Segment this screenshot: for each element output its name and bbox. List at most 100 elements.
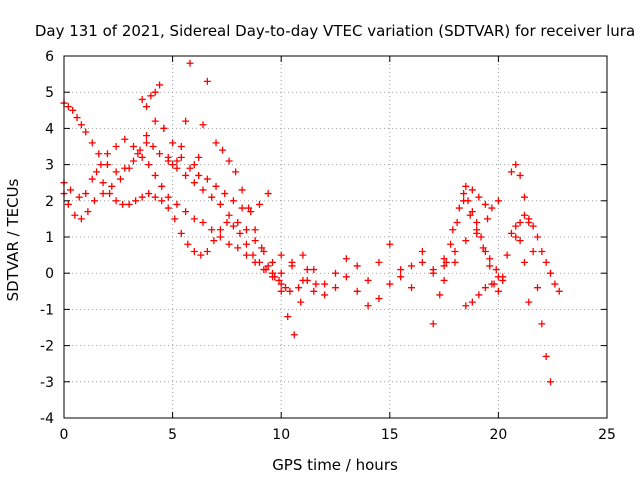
data-point bbox=[284, 313, 292, 321]
data-point bbox=[297, 298, 305, 306]
data-point bbox=[238, 186, 246, 194]
data-point bbox=[190, 215, 198, 223]
y-tick-label: 4 bbox=[45, 121, 54, 137]
data-point bbox=[516, 171, 524, 179]
data-point bbox=[473, 229, 481, 237]
data-point bbox=[479, 244, 487, 252]
data-point bbox=[436, 291, 444, 299]
data-point bbox=[99, 190, 107, 198]
data-point bbox=[88, 139, 96, 147]
data-point bbox=[164, 193, 172, 201]
data-point bbox=[69, 106, 77, 114]
series-1 bbox=[60, 135, 320, 295]
data-point bbox=[190, 161, 198, 169]
data-point bbox=[130, 157, 138, 165]
data-point bbox=[529, 222, 537, 230]
data-point bbox=[538, 320, 546, 328]
data-point bbox=[186, 59, 194, 67]
data-point bbox=[242, 240, 250, 248]
data-point bbox=[232, 168, 240, 176]
data-point bbox=[95, 150, 103, 158]
data-point bbox=[353, 262, 361, 270]
data-point bbox=[93, 168, 101, 176]
data-point bbox=[71, 211, 79, 219]
data-point bbox=[486, 262, 494, 270]
data-point bbox=[177, 143, 185, 150]
data-point bbox=[271, 273, 279, 281]
data-point bbox=[88, 175, 96, 183]
data-point bbox=[64, 103, 72, 111]
data-point bbox=[247, 208, 255, 216]
data-point bbox=[229, 222, 237, 230]
data-point bbox=[103, 150, 111, 158]
data-point bbox=[138, 193, 146, 201]
data-point bbox=[310, 266, 318, 274]
x-tick-label: 25 bbox=[598, 427, 616, 443]
data-point bbox=[149, 143, 157, 150]
y-tick-label: -1 bbox=[40, 302, 54, 318]
data-point bbox=[475, 193, 483, 201]
data-point bbox=[551, 280, 559, 288]
x-tick-label: 15 bbox=[381, 427, 399, 443]
data-point bbox=[547, 269, 555, 277]
series-4 bbox=[93, 168, 290, 292]
data-point bbox=[312, 280, 320, 288]
data-point bbox=[251, 226, 259, 234]
data-point bbox=[440, 255, 448, 263]
data-point bbox=[455, 204, 463, 212]
series-9 bbox=[429, 182, 502, 328]
data-point bbox=[90, 197, 98, 205]
x-tick-label: 5 bbox=[168, 427, 177, 443]
data-point bbox=[386, 280, 394, 288]
data-point bbox=[158, 182, 166, 190]
data-point bbox=[290, 331, 298, 339]
data-point bbox=[164, 204, 172, 212]
data-point bbox=[466, 211, 474, 219]
data-point bbox=[184, 240, 192, 248]
data-point bbox=[460, 190, 468, 198]
data-point bbox=[547, 378, 555, 386]
data-point bbox=[449, 226, 457, 234]
data-point bbox=[277, 280, 285, 288]
data-point bbox=[234, 219, 242, 227]
data-point bbox=[103, 161, 111, 169]
data-point bbox=[353, 287, 361, 295]
data-point bbox=[82, 128, 90, 136]
data-point bbox=[216, 200, 224, 208]
data-point bbox=[77, 121, 85, 129]
data-point bbox=[255, 200, 263, 208]
data-point bbox=[418, 258, 426, 266]
data-point bbox=[375, 258, 383, 266]
data-point bbox=[221, 190, 229, 198]
data-point bbox=[173, 200, 181, 208]
data-point bbox=[512, 233, 520, 241]
data-point bbox=[481, 200, 489, 208]
data-point bbox=[242, 251, 250, 259]
data-point bbox=[182, 208, 190, 216]
data-point bbox=[481, 284, 489, 292]
data-point bbox=[173, 164, 181, 172]
data-point bbox=[216, 233, 224, 241]
data-point bbox=[321, 291, 329, 299]
data-point bbox=[440, 262, 448, 270]
data-point bbox=[255, 258, 263, 266]
data-point bbox=[145, 190, 153, 198]
series-layer bbox=[60, 59, 563, 386]
data-point bbox=[64, 200, 72, 208]
data-point bbox=[494, 287, 502, 295]
data-point bbox=[507, 229, 515, 237]
data-point bbox=[269, 269, 277, 277]
y-tick-label: 5 bbox=[45, 85, 54, 101]
data-point bbox=[533, 284, 541, 292]
data-point bbox=[499, 276, 507, 284]
data-point bbox=[440, 276, 448, 284]
series-11 bbox=[460, 190, 533, 306]
data-point bbox=[342, 273, 350, 281]
data-point bbox=[134, 150, 142, 158]
data-point bbox=[332, 284, 339, 292]
data-point bbox=[108, 182, 116, 190]
data-point bbox=[462, 302, 470, 310]
series-8 bbox=[288, 240, 459, 292]
